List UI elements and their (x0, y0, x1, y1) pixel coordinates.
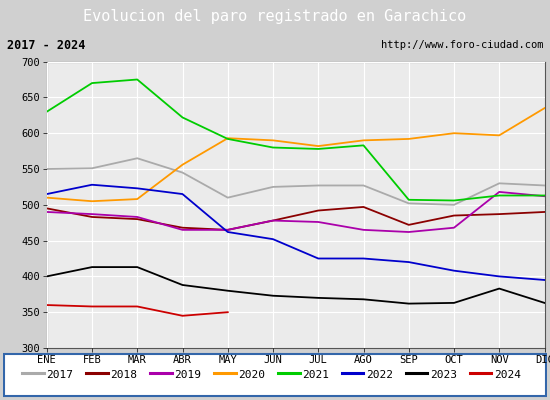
Text: 2017: 2017 (46, 370, 73, 380)
Text: Evolucion del paro registrado en Garachico: Evolucion del paro registrado en Garachi… (84, 9, 466, 24)
Text: 2023: 2023 (430, 370, 457, 380)
Text: 2020: 2020 (238, 370, 265, 380)
Text: 2022: 2022 (366, 370, 393, 380)
Text: 2024: 2024 (494, 370, 521, 380)
Text: 2017 - 2024: 2017 - 2024 (7, 39, 85, 52)
Text: http://www.foro-ciudad.com: http://www.foro-ciudad.com (381, 40, 543, 50)
Text: 2018: 2018 (111, 370, 138, 380)
Text: 2021: 2021 (302, 370, 329, 380)
FancyBboxPatch shape (4, 354, 546, 396)
Text: 2019: 2019 (174, 370, 201, 380)
